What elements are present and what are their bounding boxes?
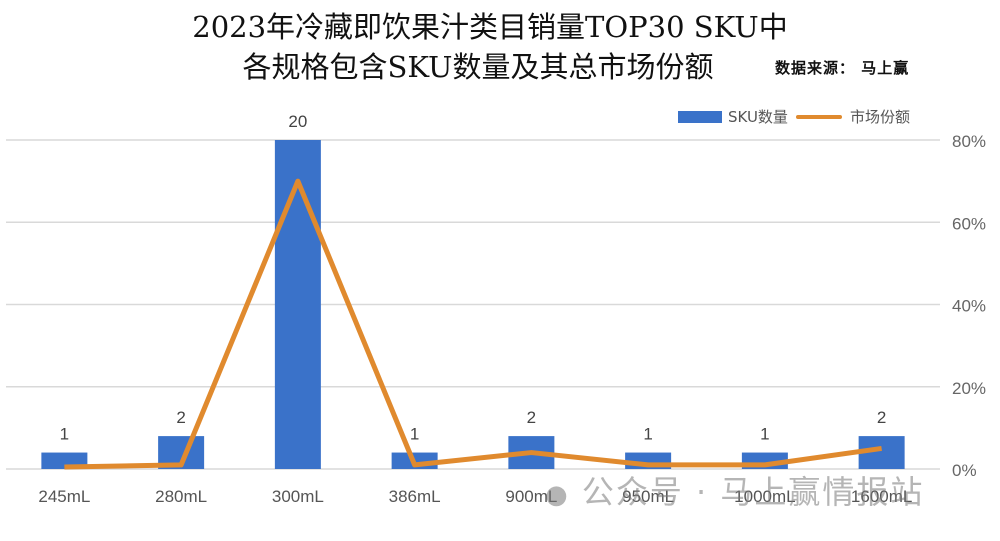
- x-axis-tick: 950mL: [622, 487, 674, 506]
- legend-line-label: 市场份额: [849, 108, 910, 126]
- bar-data-label: 2: [176, 408, 185, 427]
- x-axis-tick: 300mL: [272, 487, 324, 506]
- x-axis-tick: 386mL: [389, 487, 441, 506]
- chart-title-line2: 各规格包含SKU数量及其总市场份额: [242, 50, 714, 84]
- bar-data-label: 1: [410, 425, 419, 444]
- bar-data-label: 2: [527, 408, 536, 427]
- legend-bar-label: SKU数量: [728, 108, 788, 126]
- watermark: ● 公众号 · 马上赢情报站: [545, 473, 925, 511]
- chart-legend: SKU数量 市场份额: [678, 106, 910, 127]
- x-axis-tick: 1600mL: [851, 487, 912, 506]
- legend-bar-swatch: [678, 110, 722, 123]
- right-axis-tick: 80%: [952, 132, 986, 151]
- bar: [274, 140, 321, 469]
- bar-data-label: 2: [877, 408, 886, 427]
- legend-line-swatch: [795, 114, 842, 119]
- bar-data-label: 20: [288, 112, 307, 131]
- chart-title-line1: 2023年冷藏即饮果汁类目销量TOP30 SKU中: [192, 10, 788, 44]
- right-axis-tick: 40%: [952, 297, 986, 316]
- x-axis-tick: 245mL: [38, 487, 90, 506]
- data-source: 数据来源： 马上赢: [775, 59, 910, 77]
- x-axis-tick: 900mL: [505, 487, 557, 506]
- wechat-icon: ●: [545, 480, 570, 510]
- bar-data-label: 1: [760, 425, 769, 444]
- x-axis-tick: 280mL: [155, 487, 207, 506]
- right-axis-tick: 60%: [952, 214, 986, 233]
- bar-data-label: 1: [643, 425, 652, 444]
- market-share-line: [64, 178, 882, 470]
- right-axis-tick: 20%: [952, 379, 986, 398]
- right-axis-tick: 0%: [952, 461, 977, 480]
- bar-data-label: 1: [60, 425, 69, 444]
- x-axis-tick: 1000mL: [734, 487, 795, 506]
